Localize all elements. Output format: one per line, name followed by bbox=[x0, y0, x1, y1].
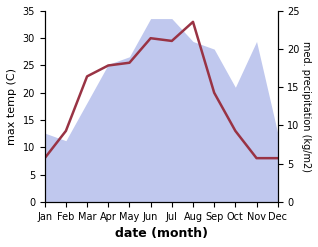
X-axis label: date (month): date (month) bbox=[115, 227, 208, 240]
Y-axis label: med. precipitation (kg/m2): med. precipitation (kg/m2) bbox=[301, 41, 311, 172]
Y-axis label: max temp (C): max temp (C) bbox=[7, 68, 17, 145]
